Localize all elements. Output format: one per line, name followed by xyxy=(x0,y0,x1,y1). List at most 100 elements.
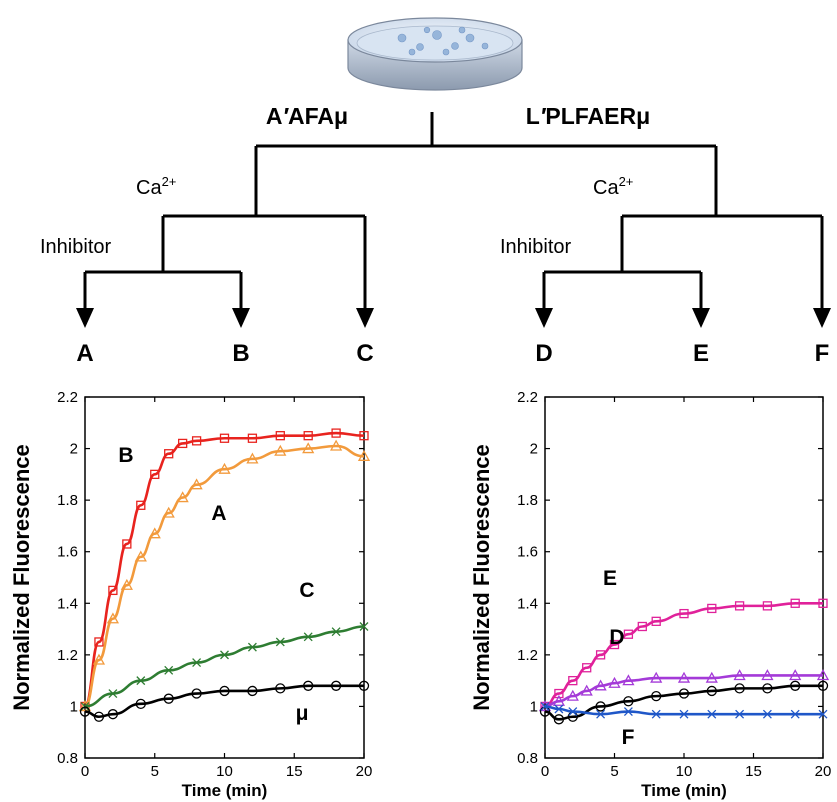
right-xtick-label: 15 xyxy=(745,763,762,780)
left-series-0 xyxy=(80,428,369,712)
right-ytick-label: 0.8 xyxy=(517,750,538,767)
right-ytick-label: 1.6 xyxy=(517,544,538,561)
left-data-point-cross xyxy=(303,632,313,642)
right-data-point-square xyxy=(818,598,828,608)
right-data-point-square xyxy=(637,621,647,632)
left-data-point-square xyxy=(303,431,313,441)
right-xtick-label: 5 xyxy=(610,763,618,780)
left-data-point-circle xyxy=(79,706,91,717)
left-ytick-label: 2.2 xyxy=(57,389,78,406)
right-xtick-label: 0 xyxy=(541,763,549,780)
left-data-point-cross xyxy=(136,676,146,686)
right-fluorescence-chart: 0 5 10 15 20 0.8 1 1.2 1.4 1.6 1.8 2 2.2 Time (min) No… xyxy=(469,389,831,800)
right-ytick-label: 1.2 xyxy=(517,647,538,664)
left-y-axis-label: Normalized Fluorescence xyxy=(9,444,34,711)
right-data-point-square xyxy=(651,616,661,626)
right-y-axis-label: Normalized Fluorescence xyxy=(469,444,494,711)
right-series-0 xyxy=(540,598,828,712)
right-data-point-triangle xyxy=(608,676,621,688)
right-series-label: D xyxy=(609,626,624,649)
leaf-label-d: D xyxy=(535,340,552,367)
right-data-point-circle xyxy=(678,688,690,699)
left-xtick-label: 15 xyxy=(286,763,303,780)
right-data-point-circle xyxy=(595,701,606,712)
left-data-point-triangle xyxy=(92,653,106,665)
right-data-point-cross xyxy=(540,701,550,711)
left-series-line xyxy=(83,431,365,708)
left-data-point-circle xyxy=(303,680,314,691)
right-data-point-cross xyxy=(762,709,772,719)
inhibitor-label-right: Inhibitor xyxy=(500,236,571,258)
left-data-point-square xyxy=(191,436,202,446)
left-xtick-label: 5 xyxy=(151,763,159,780)
left-data-point-triangle xyxy=(162,506,175,518)
left-data-point-cross xyxy=(359,622,369,631)
left-data-point-square xyxy=(94,637,104,647)
left-fluorescence-chart: 0 5 10 15 20 0.8 1 1.2 1.4 1.6 1.8 2 2.2 Time (min) No… xyxy=(9,389,372,800)
leaf-label-a: A xyxy=(76,340,93,367)
left-data-point-square xyxy=(275,431,285,441)
right-series-label: F xyxy=(622,726,635,749)
right-data-point-cross xyxy=(790,709,800,719)
left-ytick-label: 1.6 xyxy=(57,544,78,561)
right-series-label: E xyxy=(603,567,617,590)
left-series-label: A xyxy=(211,502,226,525)
left-data-point-triangle xyxy=(274,444,287,456)
left-series-line xyxy=(83,444,365,708)
left-xtick-label: 10 xyxy=(216,763,233,780)
left-data-point-circle xyxy=(107,709,119,720)
right-data-point-triangle xyxy=(580,684,593,696)
left-data-point-square xyxy=(247,433,258,443)
right-series-1 xyxy=(538,669,830,712)
tree-title-left: A′AFAμ xyxy=(266,103,348,129)
left-xtick-label: 0 xyxy=(81,763,89,780)
right-ytick-label: 2.2 xyxy=(517,389,538,406)
left-data-point-triangle xyxy=(176,491,189,503)
right-data-point-circle xyxy=(623,696,634,707)
right-data-point-square xyxy=(582,663,592,673)
left-series-line xyxy=(84,625,365,708)
right-data-point-triangle xyxy=(789,669,802,681)
right-data-point-triangle xyxy=(705,671,718,683)
left-data-point-triangle xyxy=(357,449,371,461)
left-ytick-label: 1 xyxy=(70,698,78,715)
right-data-point-cross xyxy=(735,709,745,719)
left-data-point-circle xyxy=(191,688,202,699)
left-data-point-circle xyxy=(358,680,370,691)
left-data-point-circle xyxy=(135,698,146,709)
right-data-point-cross xyxy=(554,704,564,714)
left-data-point-cross xyxy=(164,665,174,675)
left-data-point-cross xyxy=(192,658,202,668)
left-data-point-circle xyxy=(275,683,286,694)
right-data-point-triangle xyxy=(761,669,774,681)
left-data-point-triangle xyxy=(134,550,147,562)
right-data-point-square xyxy=(609,639,620,650)
left-data-point-square xyxy=(150,469,160,480)
right-ytick-label: 1 xyxy=(530,698,538,715)
right-data-point-square xyxy=(790,598,800,608)
left-data-point-cross xyxy=(108,689,118,698)
left-data-point-square xyxy=(359,431,369,441)
left-data-point-square xyxy=(219,433,230,443)
right-data-point-cross xyxy=(651,709,661,719)
ca-label-right: Ca2+ xyxy=(593,174,633,199)
tree-edges xyxy=(83,112,824,310)
left-ytick-label: 1.8 xyxy=(57,492,78,509)
right-ytick-label: 2 xyxy=(530,441,538,458)
right-data-point-circle xyxy=(706,685,717,697)
left-ytick-label: 1.2 xyxy=(57,647,78,664)
leaf-label-e: E xyxy=(693,340,709,367)
left-data-point-triangle xyxy=(218,462,231,474)
leaf-label-f: F xyxy=(815,340,830,367)
left-ytick-label: 0.8 xyxy=(57,750,78,767)
left-data-point-circle xyxy=(330,680,342,691)
right-data-point-circle xyxy=(817,680,829,691)
left-series-label: μ xyxy=(296,702,309,725)
left-ytick-label: 2 xyxy=(70,441,78,458)
left-data-point-square xyxy=(108,585,118,596)
right-data-point-cross xyxy=(679,709,689,719)
left-xtick-label: 20 xyxy=(356,763,373,780)
left-data-point-circle xyxy=(93,711,105,722)
right-data-point-triangle xyxy=(622,674,635,686)
